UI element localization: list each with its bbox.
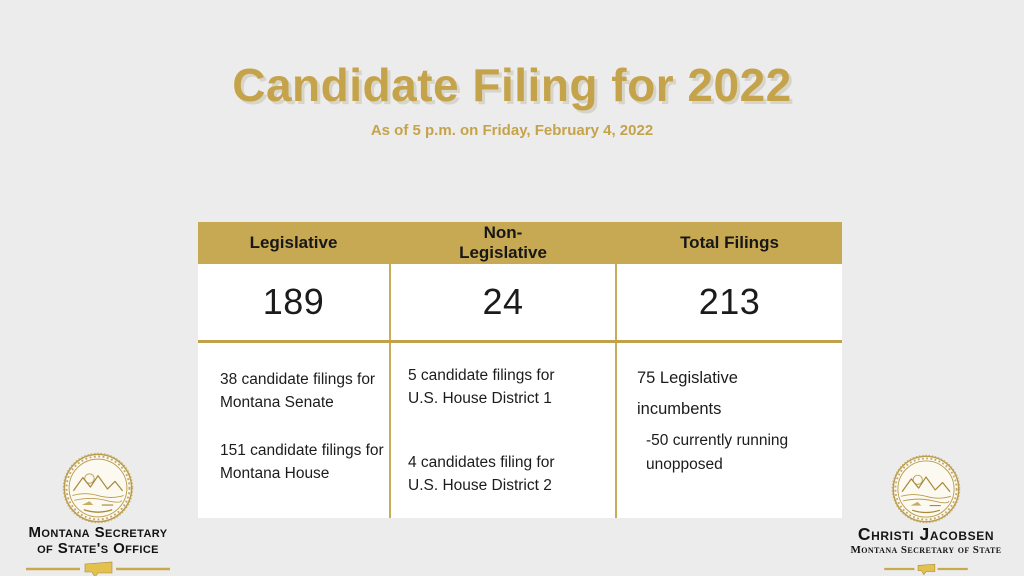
table-totals-row: 189 24 213	[198, 264, 842, 340]
page-title: Candidate Filing for 2022	[232, 59, 792, 111]
footer-right-logo: Christi Jacobsen Montana Secretary of St…	[833, 454, 1019, 576]
detail-incumbents: 75 Legislative incumbents	[637, 369, 738, 418]
total-non-legislative: 24	[389, 264, 617, 340]
page-subtitle: As of 5 p.m. on Friday, February 4, 2022	[370, 122, 654, 139]
column-header-non-legislative: Non-Legislative	[459, 223, 547, 262]
org-name-line2: of State's Office	[37, 540, 159, 558]
total-filings: 213	[698, 281, 761, 322]
montana-divider-icon	[26, 562, 170, 576]
column-header-legislative: Legislative	[249, 233, 338, 253]
details-legislative: 38 candidate filings for Montana Senate …	[198, 343, 389, 518]
footer-left-logo: Montana Secretary of State's Office	[10, 452, 186, 576]
detail-house-filings: 151 candidate filings for Montana House	[220, 441, 384, 482]
column-header-total-filings: Total Filings	[680, 233, 779, 253]
details-non-legislative: 5 candidate filings for U.S. House Distr…	[389, 343, 617, 518]
secretary-title: Montana Secretary of State	[850, 544, 1002, 557]
montana-state-seal-icon	[891, 454, 961, 524]
montana-divider-icon	[884, 563, 968, 576]
table-divider-rule	[198, 340, 842, 343]
org-name-line1: Montana Secretary	[28, 524, 168, 541]
detail-us-house-district-2: 4 candidates filing for U.S. House Distr…	[408, 453, 555, 494]
montana-state-seal-icon	[62, 452, 134, 524]
details-total-filings: 75 Legislative incumbents -50 currently …	[617, 343, 842, 518]
table-details-row: 38 candidate filings for Montana Senate …	[198, 343, 842, 518]
detail-senate-filings: 38 candidate filings for Montana Senate	[220, 371, 376, 412]
table-header-row: Legislative Non-Legislative Total Filing…	[198, 222, 842, 264]
detail-unopposed: -50 currently running unopposed	[646, 432, 789, 474]
detail-us-house-district-1: 5 candidate filings for U.S. House Distr…	[408, 367, 555, 408]
candidate-filing-table: Legislative Non-Legislative Total Filing…	[198, 222, 842, 518]
secretary-name: Christi Jacobsen	[857, 524, 995, 544]
total-legislative: 189	[262, 281, 325, 322]
